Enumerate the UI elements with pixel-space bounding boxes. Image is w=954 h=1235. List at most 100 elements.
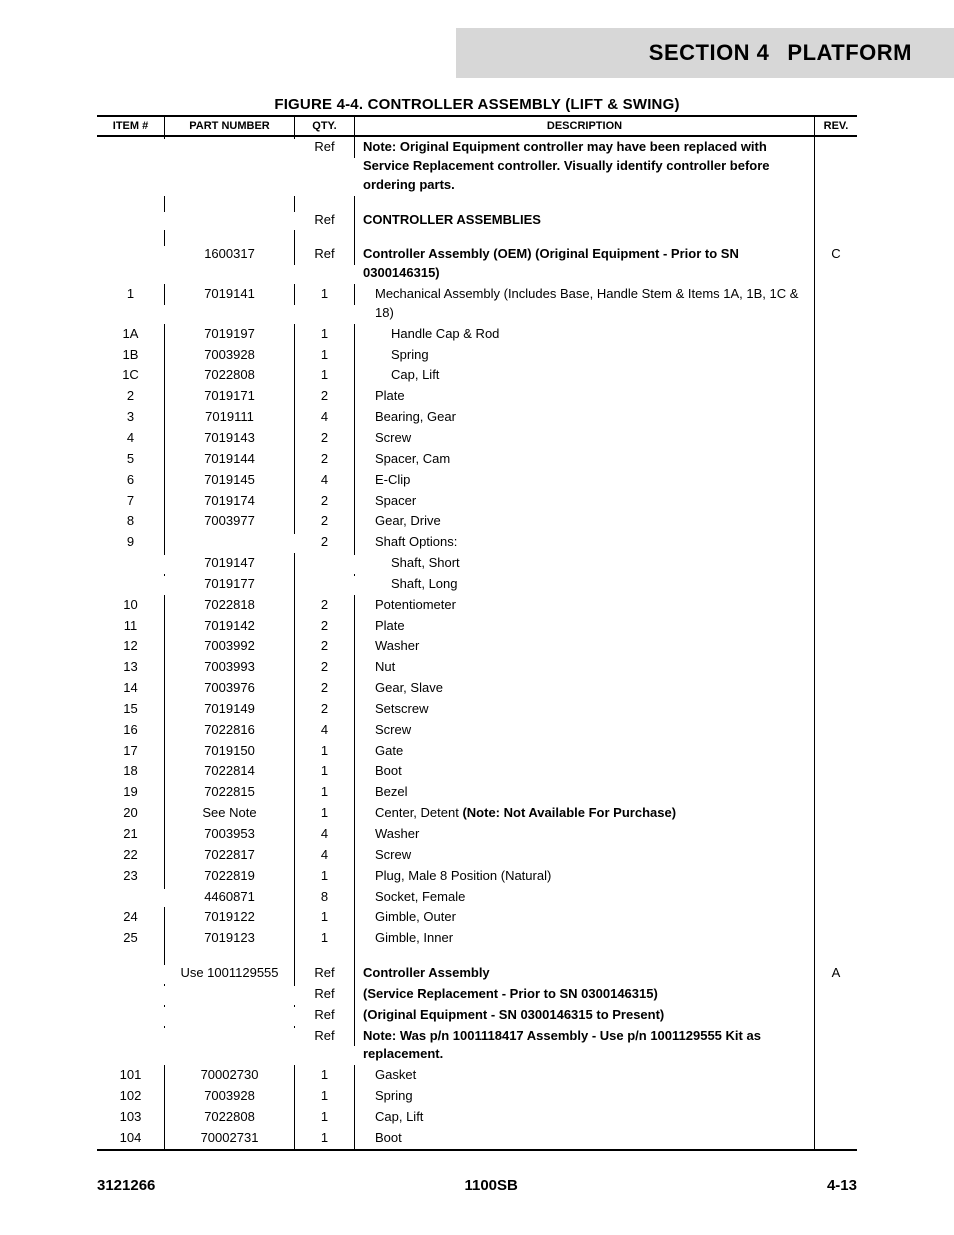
- table-header: ITEM # PART NUMBER QTY. DESCRIPTION REV.: [97, 117, 857, 137]
- cell-item: 8: [97, 511, 165, 532]
- cell-desc: (Original Equipment - SN 0300146315 to P…: [355, 1005, 815, 1026]
- cell-part: 7022817: [165, 845, 295, 866]
- cell-rev: [815, 887, 857, 889]
- cell-qty: [295, 949, 355, 963]
- cell-desc: Plate: [355, 386, 815, 407]
- cell-desc: Bezel: [355, 782, 815, 803]
- cell-item: 1B: [97, 345, 165, 366]
- cell-item: 18: [97, 761, 165, 782]
- cell-desc: Bearing, Gear: [355, 407, 815, 428]
- table-body: Ref Note: Original Equipment controller m…: [97, 137, 857, 1149]
- cell-item: [97, 887, 165, 889]
- cell-qty: Ref: [295, 963, 355, 984]
- cell-rev: [815, 365, 857, 367]
- cell-item: 7: [97, 491, 165, 512]
- table-row: 1970228151Bezel: [97, 782, 857, 803]
- cell-desc: Cap, Lift: [355, 365, 815, 386]
- cell-rev: [815, 491, 857, 493]
- cell-item: 9: [97, 532, 165, 553]
- cell-qty: 2: [295, 636, 355, 657]
- table-row: RefCONTROLLER ASSEMBLIES: [97, 210, 857, 231]
- cell-part: 7003992: [165, 636, 295, 657]
- table-row: 2570191231Gimble, Inner: [97, 928, 857, 949]
- cell-desc: Handle Cap & Rod: [355, 324, 815, 345]
- cell-rev: [815, 230, 857, 244]
- cell-item: [97, 574, 165, 576]
- cell-rev: [815, 449, 857, 451]
- cell-rev: [815, 196, 857, 210]
- table-row: 1170191422Plate: [97, 616, 857, 637]
- col-header-item: ITEM #: [97, 117, 165, 135]
- cell-desc: Plug, Male 8 Position (Natural): [355, 866, 815, 887]
- cell-part: 7003976: [165, 678, 295, 699]
- cell-rev: A: [815, 963, 857, 984]
- cell-item: [97, 1026, 165, 1028]
- section-title: PLATFORM: [787, 40, 912, 66]
- cell-item: 102: [97, 1086, 165, 1107]
- cell-rev: [815, 803, 857, 805]
- cell-item: 16: [97, 720, 165, 741]
- cell-rev: [815, 928, 857, 930]
- cell-item: 1A: [97, 324, 165, 345]
- cell-qty: 1: [295, 1086, 355, 1107]
- col-header-part: PART NUMBER: [165, 117, 295, 135]
- cell-rev: [815, 210, 857, 212]
- cell-qty: 2: [295, 428, 355, 449]
- cell-part: 7019147: [165, 553, 295, 574]
- table-row: 10270039281Spring: [97, 1086, 857, 1107]
- cell-item: [97, 949, 165, 963]
- cell-desc: Spacer: [355, 491, 815, 512]
- cell-part: [165, 230, 295, 244]
- header-left-blank: [0, 28, 456, 78]
- cell-part: See Note: [165, 803, 295, 824]
- cell-item: 25: [97, 928, 165, 949]
- cell-part: [165, 210, 295, 212]
- cell-rev: [815, 1005, 857, 1007]
- cell-rev: [815, 1086, 857, 1088]
- cell-desc: [355, 196, 815, 210]
- cell-item: [97, 553, 165, 555]
- cell-rev: [815, 907, 857, 909]
- cell-rev: [815, 699, 857, 701]
- cell-item: 15: [97, 699, 165, 720]
- cell-item: 21: [97, 824, 165, 845]
- table-row: [97, 230, 857, 244]
- table-row: 1770191501Gate: [97, 741, 857, 762]
- table-row: 1470039762Gear, Slave: [97, 678, 857, 699]
- cell-part: 7019177: [165, 574, 295, 595]
- cell-desc: [355, 949, 815, 963]
- cell-item: 10: [97, 595, 165, 616]
- cell-qty: 1: [295, 761, 355, 782]
- cell-rev: [815, 428, 857, 430]
- cell-item: 12: [97, 636, 165, 657]
- table-row: 170191411Mechanical Assembly (Includes B…: [97, 284, 857, 324]
- cell-rev: [815, 678, 857, 680]
- cell-part: 7022816: [165, 720, 295, 741]
- table-row: Ref(Service Replacement - Prior to SN 03…: [97, 984, 857, 1005]
- cell-item: 22: [97, 845, 165, 866]
- cell-desc: Note: Original Equipment controller may …: [355, 137, 815, 196]
- cell-part: [165, 1026, 295, 1028]
- cell-rev: [815, 1128, 857, 1130]
- cell-qty: 2: [295, 511, 355, 532]
- table-row: 1370039932Nut: [97, 657, 857, 678]
- cell-rev: [815, 574, 857, 576]
- cell-rev: [815, 1065, 857, 1067]
- page-footer: 3121266 1100SB 4-13: [97, 1177, 857, 1194]
- cell-desc: Gear, Slave: [355, 678, 815, 699]
- cell-item: 6: [97, 470, 165, 491]
- cell-item: [97, 963, 165, 965]
- cell-qty: 2: [295, 657, 355, 678]
- table-row: 7019177Shaft, Long: [97, 574, 857, 595]
- cell-item: 2: [97, 386, 165, 407]
- cell-rev: C: [815, 244, 857, 265]
- cell-qty: 1: [295, 1128, 355, 1149]
- cell-item: 20: [97, 803, 165, 824]
- cell-qty: 1: [295, 1107, 355, 1128]
- col-header-qty: QTY.: [295, 117, 355, 135]
- cell-part: 7022815: [165, 782, 295, 803]
- table-row: 20See Note1Center, Detent (Note: Not Ava…: [97, 803, 857, 824]
- cell-part: [165, 1005, 295, 1007]
- cell-item: 19: [97, 782, 165, 803]
- cell-item: [97, 210, 165, 212]
